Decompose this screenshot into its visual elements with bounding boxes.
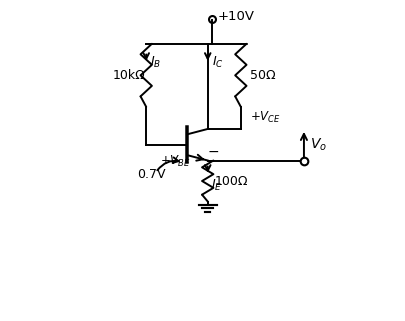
Text: +10V: +10V [217, 11, 254, 23]
Text: 50Ω: 50Ω [250, 69, 275, 82]
Text: $I_B$: $I_B$ [149, 55, 161, 70]
Text: $V_o$: $V_o$ [309, 136, 326, 153]
Text: $I_E$: $I_E$ [210, 178, 222, 193]
Text: $+V_{CE}$: $+V_{CE}$ [249, 110, 280, 125]
Text: 0.7V: 0.7V [136, 168, 165, 181]
Text: $-$: $-$ [207, 143, 219, 157]
Text: 100Ω: 100Ω [214, 175, 247, 187]
Text: $+V_{BE}$: $+V_{BE}$ [160, 153, 191, 169]
Text: $I_C$: $I_C$ [211, 55, 223, 70]
Text: 10kΩ: 10kΩ [113, 69, 145, 82]
